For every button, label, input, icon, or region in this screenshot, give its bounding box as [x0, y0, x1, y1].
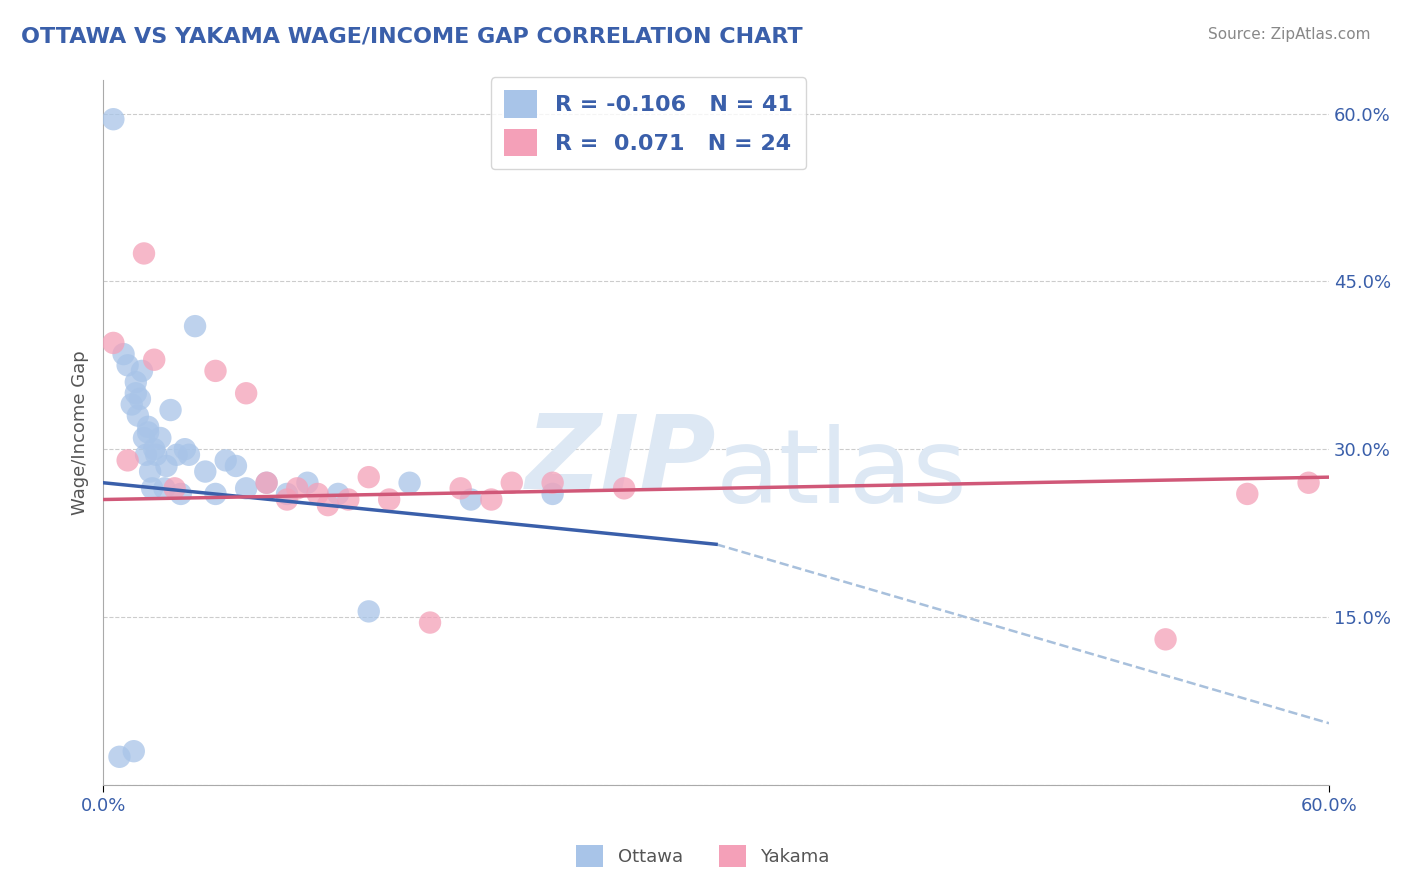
Point [132, 246, 155, 260]
Point [357, 604, 380, 618]
Point [204, 487, 226, 501]
Point [256, 475, 278, 490]
Point [155, 458, 177, 473]
Point [153, 481, 176, 495]
Point [149, 431, 172, 445]
Point [117, 359, 139, 373]
Point [460, 492, 482, 507]
Point [125, 386, 148, 401]
Point [143, 352, 166, 367]
Point [297, 475, 319, 490]
Point [108, 749, 131, 764]
Point [103, 335, 125, 350]
Y-axis label: Wage/Income Gap: Wage/Income Gap [72, 350, 89, 515]
Point [1154, 632, 1177, 647]
Point [136, 419, 159, 434]
Point [163, 481, 186, 495]
Point [177, 448, 200, 462]
Point [117, 453, 139, 467]
Point [501, 475, 523, 490]
Point [136, 425, 159, 440]
Point [225, 458, 247, 473]
Point [479, 492, 502, 507]
Point [131, 364, 153, 378]
Point [378, 492, 401, 507]
Point [135, 448, 157, 462]
Text: OTTAWA VS YAKAMA WAGE/INCOME GAP CORRELATION CHART: OTTAWA VS YAKAMA WAGE/INCOME GAP CORRELA… [21, 27, 803, 46]
Point [145, 448, 167, 462]
Point [316, 498, 339, 512]
Point [170, 487, 193, 501]
Point [141, 481, 163, 495]
Point [159, 403, 181, 417]
Point [112, 347, 135, 361]
Point [541, 487, 564, 501]
Point [613, 481, 636, 495]
Point [122, 744, 145, 758]
Point [1236, 487, 1258, 501]
Point [129, 392, 152, 406]
Point [166, 448, 188, 462]
Point [337, 492, 360, 507]
Text: ZIP: ZIP [526, 410, 716, 511]
Text: Source: ZipAtlas.com: Source: ZipAtlas.com [1208, 27, 1371, 42]
Point [450, 481, 472, 495]
Point [1298, 475, 1320, 490]
Legend: Ottawa, Yakama: Ottawa, Yakama [569, 838, 837, 874]
Point [285, 481, 308, 495]
Point [127, 409, 149, 423]
Point [541, 475, 564, 490]
Point [103, 112, 125, 127]
Point [256, 475, 278, 490]
Point [235, 481, 257, 495]
Point [398, 475, 420, 490]
Point [276, 492, 298, 507]
Legend: R = -0.106   N = 41, R =  0.071   N = 24: R = -0.106 N = 41, R = 0.071 N = 24 [491, 77, 807, 169]
Point [194, 465, 217, 479]
Point [326, 487, 349, 501]
Point [276, 487, 298, 501]
Point [125, 375, 148, 389]
Point [419, 615, 441, 630]
Point [307, 487, 329, 501]
Point [173, 442, 195, 457]
Point [121, 397, 143, 411]
Point [235, 386, 257, 401]
Point [357, 470, 380, 484]
Point [139, 465, 162, 479]
Text: atlas: atlas [716, 425, 967, 525]
Point [204, 364, 226, 378]
Point [132, 431, 155, 445]
Point [143, 442, 166, 457]
Point [184, 319, 207, 334]
Point [215, 453, 238, 467]
